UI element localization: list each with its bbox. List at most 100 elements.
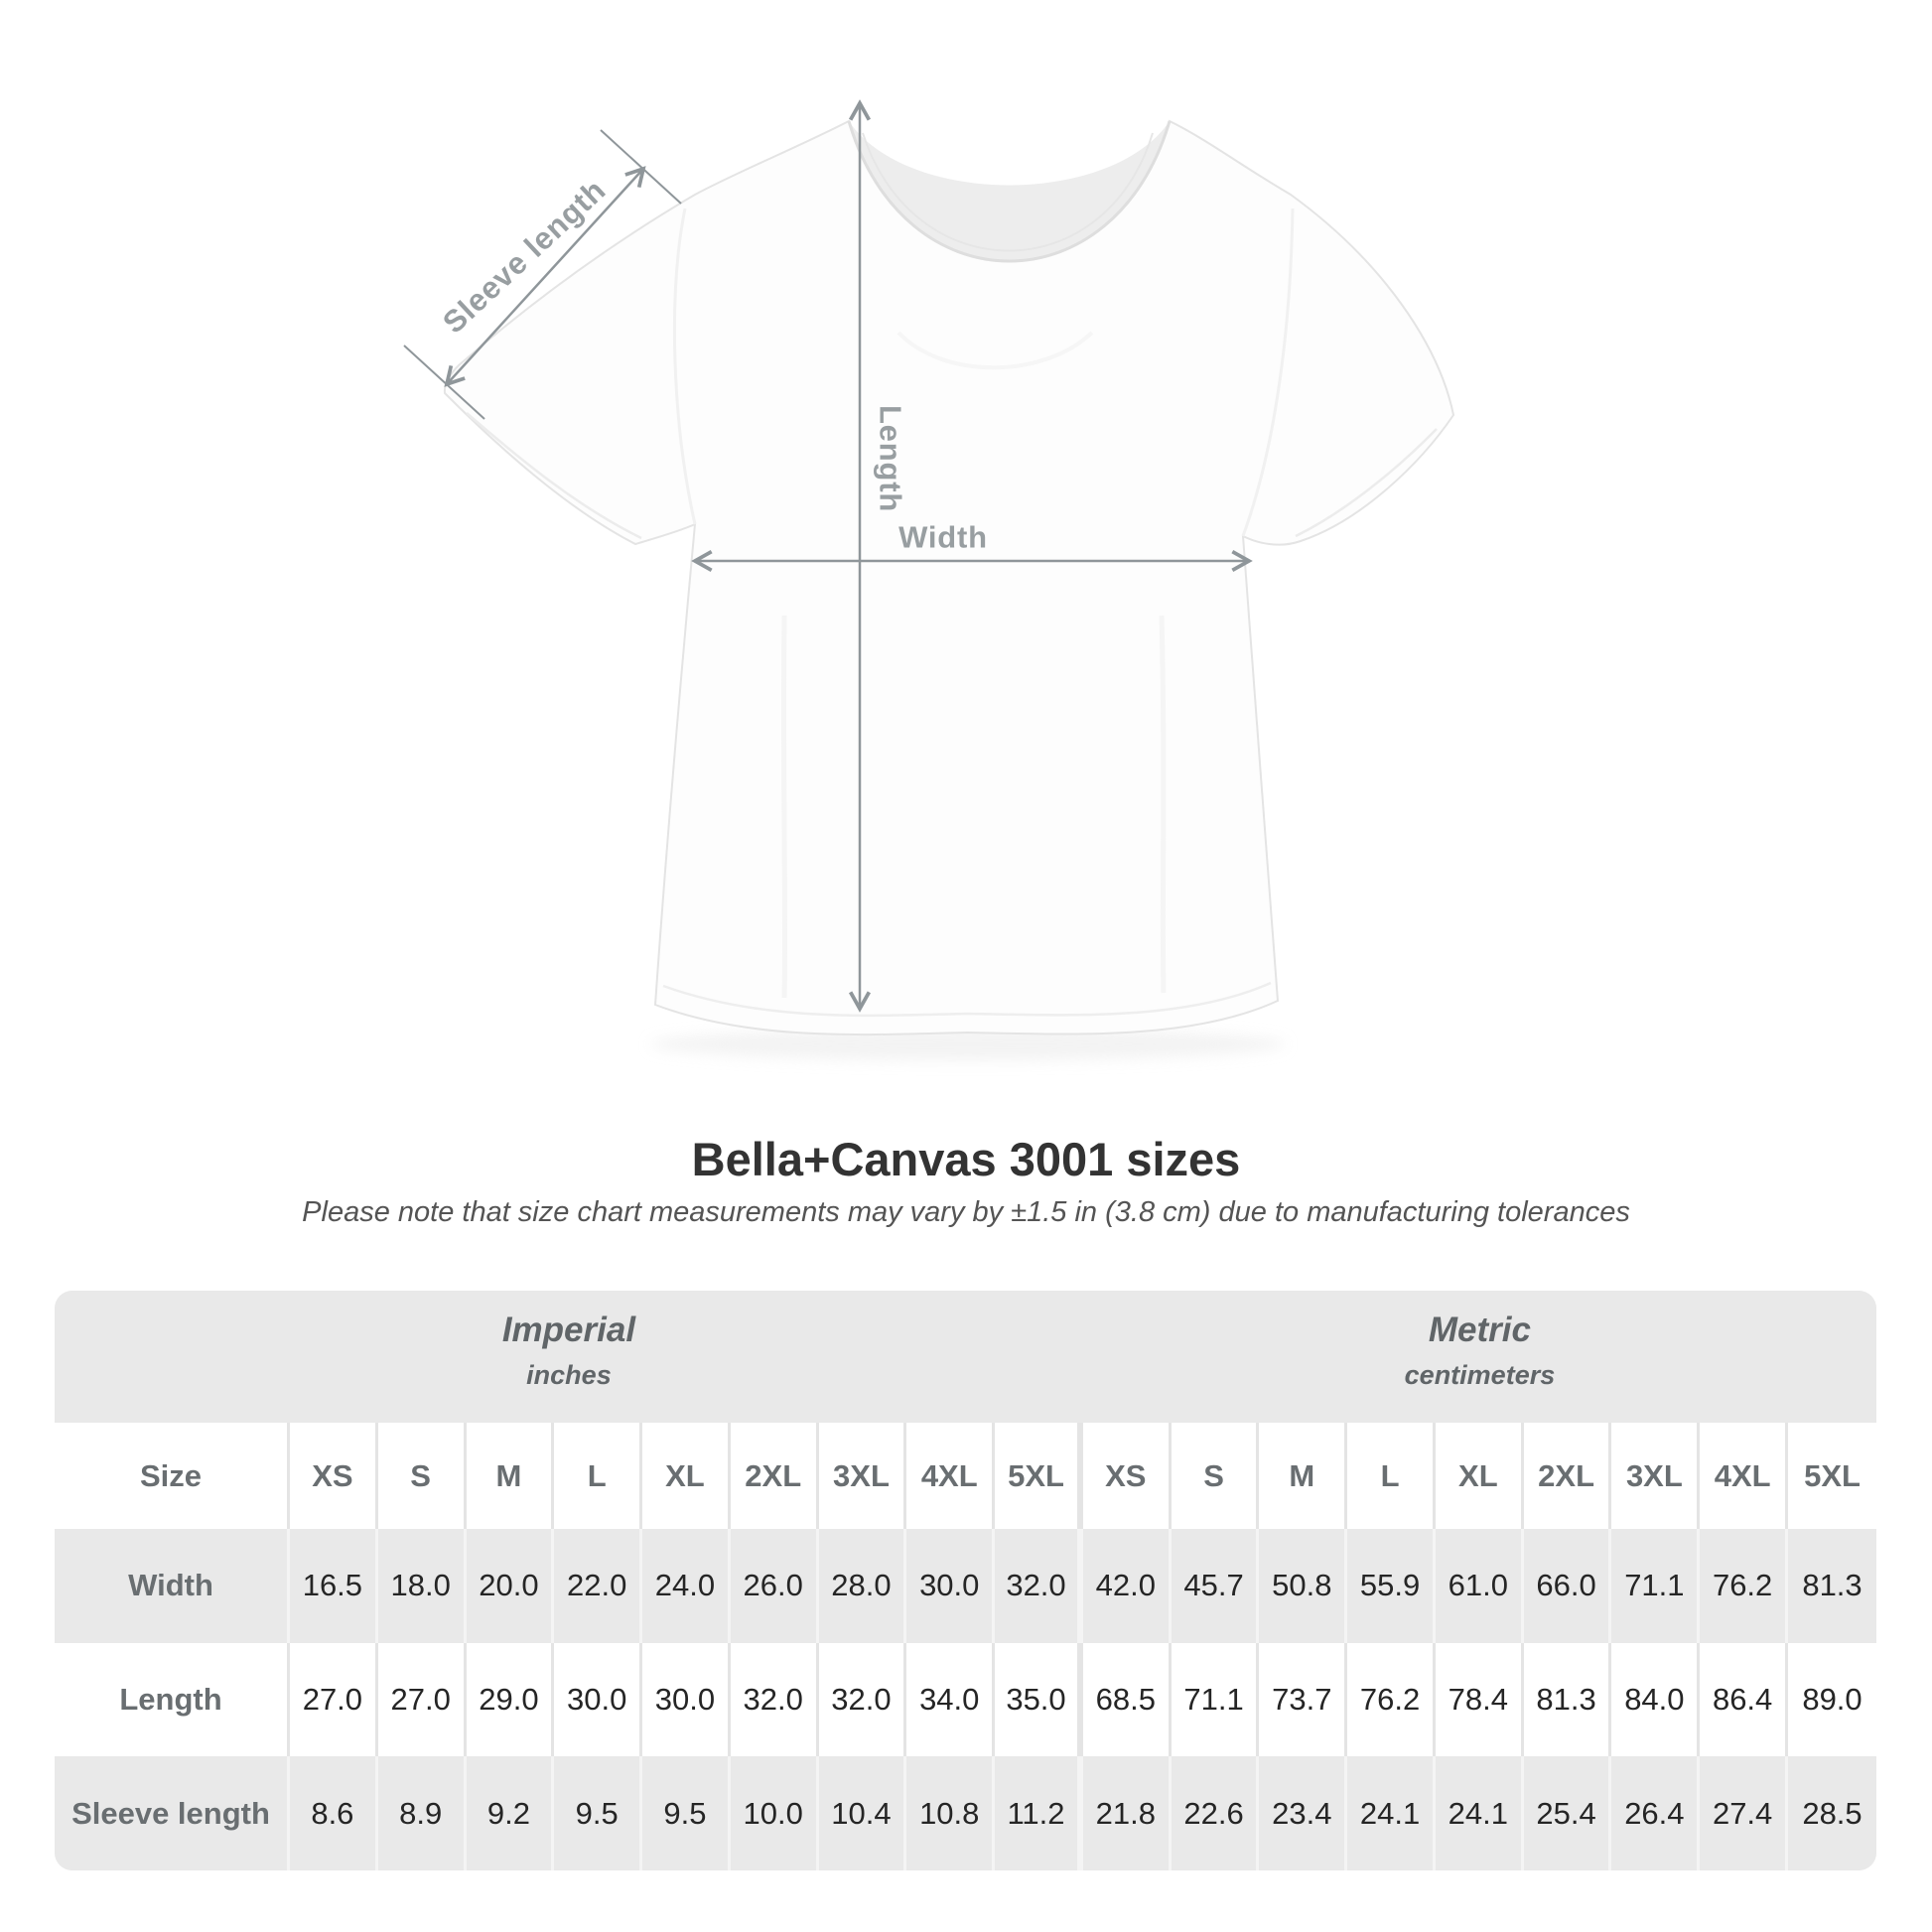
size-header-imperial-5xl: 5XL: [995, 1423, 1083, 1529]
size-header-metric-l: L: [1347, 1423, 1436, 1529]
collar-band: [847, 120, 1172, 263]
length-imperial-xl: 30.0: [642, 1642, 731, 1757]
size-header-imperial-xl: XL: [642, 1423, 731, 1529]
tshirt-measurement-diagram: Sleeve length Length Width: [403, 99, 1455, 1060]
size-header-metric-2xl: 2XL: [1524, 1423, 1612, 1529]
length-imperial-3xl: 32.0: [819, 1642, 907, 1757]
page-title: Bella+Canvas 3001 sizes: [691, 1133, 1241, 1185]
length-imperial-m: 29.0: [467, 1642, 555, 1757]
imperial-group-header: Imperial inches: [55, 1291, 1083, 1423]
length-metric-2xl: 81.3: [1524, 1642, 1612, 1757]
size-table: Imperial inches Metric centimeters Size …: [55, 1291, 1876, 1870]
width-metric-5xl: 81.3: [1802, 1568, 1863, 1603]
length-imperial-2xl: 32.0: [731, 1642, 819, 1757]
width-imperial-5xl: 32.0: [995, 1529, 1083, 1643]
size-header-metric-3xl: 3XL: [1611, 1423, 1701, 1529]
length-imperial-s: 27.0: [378, 1642, 467, 1757]
sleeve-length-metric-s: 22.6: [1172, 1756, 1260, 1870]
metric-group-label: Metric: [1428, 1310, 1531, 1349]
width-metric-m: 50.8: [1259, 1529, 1348, 1643]
width-imperial-4xl: 30.0: [906, 1529, 996, 1643]
tshirt-body: [443, 119, 1455, 1036]
length-metric-l: 76.2: [1347, 1642, 1436, 1757]
length-metric-4xl: 86.4: [1700, 1642, 1789, 1757]
sleeve-length-imperial-xs: 8.6: [290, 1756, 378, 1870]
width-metric-xs: 42.0: [1083, 1529, 1172, 1643]
sleeve-length-metric-3xl: 26.4: [1611, 1756, 1701, 1870]
size-header-imperial-2xl: 2XL: [731, 1423, 819, 1529]
sleeve-length-imperial-2xl: 10.0: [731, 1756, 819, 1870]
width-imperial-s: 18.0: [378, 1529, 467, 1643]
row-label-sleeve-length: Sleeve length: [55, 1756, 290, 1870]
size-header-imperial-s: S: [378, 1423, 467, 1529]
size-header-metric-s: S: [1172, 1423, 1260, 1529]
sleeve-length-imperial-4xl: 10.8: [906, 1756, 996, 1870]
width-imperial-3xl: 28.0: [819, 1529, 907, 1643]
sleeve-length-metric-4xl: 27.4: [1700, 1756, 1789, 1870]
size-header-imperial-l: L: [554, 1423, 643, 1529]
tolerance-note: Please note that size chart measurements…: [302, 1196, 1630, 1228]
width-imperial-m: 20.0: [467, 1529, 555, 1643]
sleeve-length-imperial-xl: 9.5: [642, 1756, 731, 1870]
width-metric-2xl: 66.0: [1524, 1529, 1612, 1643]
width-metric-xl: 61.0: [1436, 1529, 1524, 1643]
imperial-group-label: Imperial: [501, 1310, 636, 1349]
row-label-width: Width: [55, 1529, 290, 1643]
size-header-metric-m: M: [1259, 1423, 1348, 1529]
length-annotation: Length: [873, 404, 908, 513]
table-row-sleeve-length: Sleeve length 8.6 8.9 9.2 9.5 9.5 10.0 10.4 10.8…: [55, 1756, 1876, 1870]
size-header-imperial-m: M: [467, 1423, 555, 1529]
size-header-imperial-4xl: 4XL: [906, 1423, 996, 1529]
sleeve-length-imperial-s: 8.9: [378, 1756, 467, 1870]
sleeve-length-metric-l: 24.1: [1347, 1756, 1436, 1870]
size-header-metric-xs: XS: [1083, 1423, 1172, 1529]
width-imperial-2xl: 26.0: [731, 1529, 819, 1643]
size-header-metric-xl: XL: [1436, 1423, 1524, 1529]
length-imperial-5xl: 35.0: [995, 1642, 1083, 1757]
length-metric-3xl: 84.0: [1611, 1642, 1701, 1757]
sleeve-length-metric-xs: 21.8: [1083, 1756, 1172, 1870]
width-metric-3xl: 71.1: [1611, 1529, 1701, 1643]
size-table-container: Imperial inches Metric centimeters Size …: [55, 1291, 1876, 1870]
table-row-width: Width 16.5 18.0 20.0 22.0 24.0 26.0 28.0 30.0 32.…: [55, 1529, 1876, 1643]
width-imperial-xs: 16.5: [290, 1529, 378, 1643]
sleeve-length-arrow: [403, 129, 682, 420]
sleeve-length-imperial-5xl: 11.2: [995, 1756, 1083, 1870]
sleeve-length-metric-xl: 24.1: [1436, 1756, 1524, 1870]
sleeve-length-metric-m: 23.4: [1259, 1756, 1348, 1870]
size-column-header: Size: [55, 1423, 290, 1529]
size-header-metric-5xl: 5XL: [1804, 1457, 1861, 1493]
sleeve-length-metric-5xl: 28.5: [1802, 1795, 1863, 1831]
sleeve-length-imperial-3xl: 10.4: [819, 1756, 907, 1870]
length-imperial-l: 30.0: [554, 1642, 643, 1757]
length-metric-5xl: 89.0: [1802, 1681, 1863, 1717]
size-header-imperial-xs: XS: [290, 1423, 378, 1529]
row-label-length: Length: [55, 1642, 290, 1757]
tshirt-graphic: [403, 99, 1455, 1060]
size-header-imperial-3xl: 3XL: [819, 1423, 907, 1529]
width-metric-s: 45.7: [1172, 1529, 1260, 1643]
width-imperial-l: 22.0: [554, 1529, 643, 1643]
width-metric-4xl: 76.2: [1700, 1529, 1789, 1643]
length-metric-m: 73.7: [1259, 1642, 1348, 1757]
sleeve-length-metric-2xl: 25.4: [1524, 1756, 1612, 1870]
table-row-length: Length 27.0 27.0 29.0 30.0 30.0 32.0 32.0 34.0 35…: [55, 1642, 1876, 1757]
length-imperial-xs: 27.0: [290, 1642, 378, 1757]
length-metric-s: 71.1: [1172, 1642, 1260, 1757]
sleeve-length-imperial-l: 9.5: [554, 1756, 643, 1870]
size-header-metric-4xl: 4XL: [1700, 1423, 1789, 1529]
length-metric-xl: 78.4: [1436, 1642, 1524, 1757]
imperial-group-unit: inches: [526, 1359, 612, 1390]
size-header-row: Size XS S M L XL 2XL 3XL 4XL 5XL XS S M L XL 2XL 3XL 4XL…: [55, 1423, 1876, 1529]
width-annotation: Width: [898, 519, 988, 555]
shirt-shadow: [650, 1029, 1286, 1060]
metric-group-unit: centimeters: [1404, 1359, 1556, 1390]
sleeve-length-imperial-m: 9.2: [467, 1756, 555, 1870]
metric-group-header: Metric centimeters: [1083, 1291, 1876, 1423]
length-imperial-4xl: 34.0: [906, 1642, 996, 1757]
unit-group-row: Imperial inches Metric centimeters: [55, 1291, 1876, 1423]
width-imperial-xl: 24.0: [642, 1529, 731, 1643]
length-metric-xs: 68.5: [1083, 1642, 1172, 1757]
width-metric-l: 55.9: [1347, 1529, 1436, 1643]
